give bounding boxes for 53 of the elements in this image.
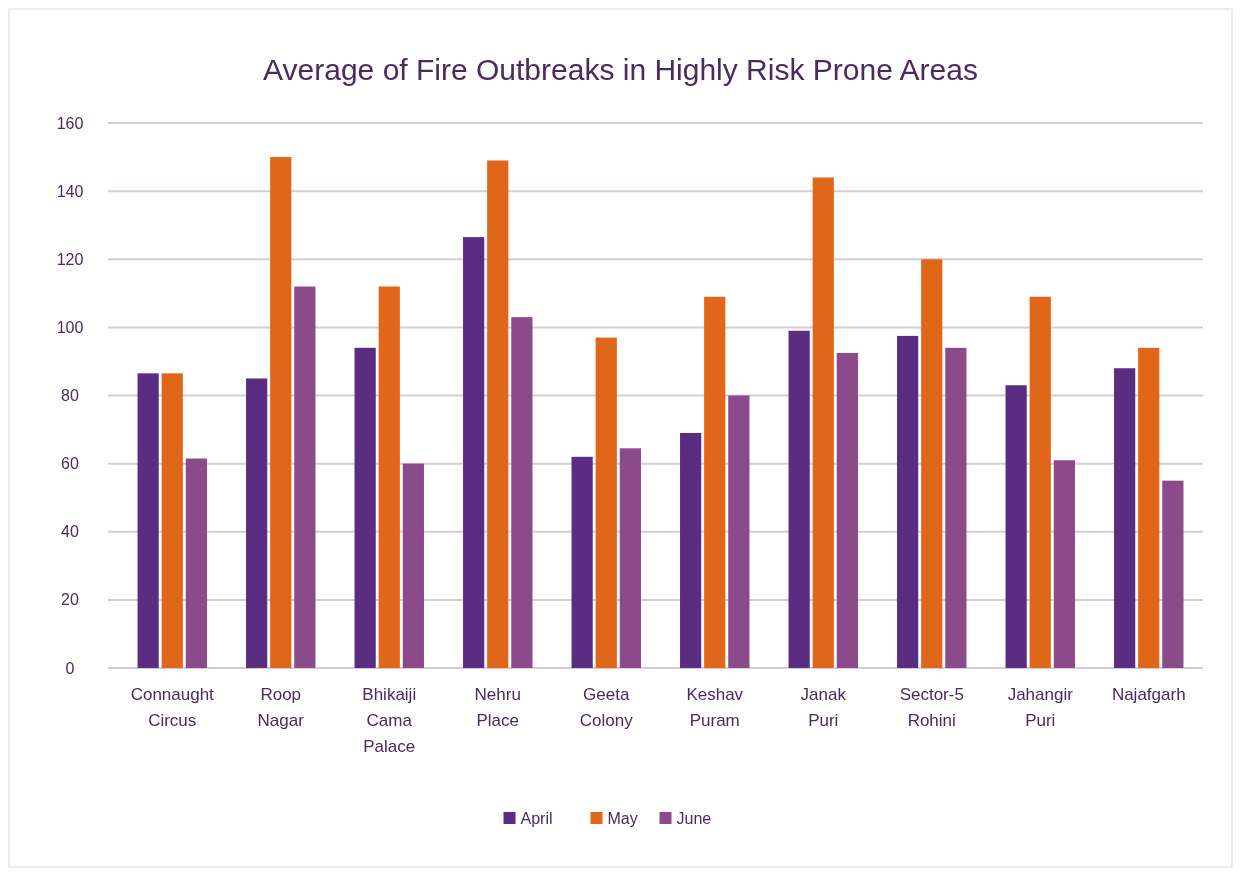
- bar: [1138, 347, 1160, 668]
- bar: [1162, 480, 1184, 668]
- bar: [378, 286, 400, 668]
- x-tick-label: Geeta Colony: [579, 685, 634, 730]
- legend-label: June: [676, 809, 712, 827]
- bar: [836, 352, 858, 668]
- x-tick-label: Nehru Place: [474, 685, 521, 730]
- bar: [728, 395, 750, 668]
- bar: [1114, 368, 1136, 668]
- bar: [511, 317, 533, 668]
- bar: [246, 378, 268, 668]
- x-tick-label: Jahangir Puri: [1007, 685, 1074, 730]
- bar: [137, 373, 159, 668]
- bar: [402, 463, 424, 668]
- y-tick-label: 80: [61, 387, 79, 405]
- bar: [812, 177, 834, 668]
- x-tick-label: Connaught Circus: [130, 685, 215, 730]
- y-tick-label: 160: [56, 114, 84, 132]
- bar: [619, 448, 641, 668]
- x-tick-label: Roop Nagar: [257, 685, 305, 730]
- bar: [1005, 385, 1027, 668]
- x-tick-label: Sector-5 Rohini: [899, 685, 964, 730]
- y-tick-label: 140: [56, 182, 84, 200]
- bar: [1053, 460, 1075, 668]
- bar: [897, 335, 919, 668]
- bar: [354, 347, 376, 668]
- y-tick-label: 60: [61, 455, 79, 473]
- bar: [595, 337, 617, 668]
- y-tick-label: 120: [56, 250, 84, 268]
- x-tick-label: Najafgarh: [1111, 685, 1186, 704]
- bar: [1029, 296, 1051, 668]
- x-tick-label: Janak Puri: [800, 685, 847, 730]
- y-tick-label: 20: [61, 591, 79, 609]
- legend-label: May: [607, 809, 638, 827]
- y-tick-label: 40: [61, 523, 79, 541]
- x-tick-label: Bhikaiji Cama Palace: [362, 685, 417, 756]
- legend-label: April: [520, 809, 553, 827]
- y-tick-label: 0: [65, 659, 75, 677]
- bar: [294, 286, 316, 668]
- bar: [463, 237, 485, 668]
- bar: [487, 160, 509, 668]
- bar: [704, 296, 726, 668]
- bar: [680, 432, 702, 668]
- bar: [945, 347, 967, 668]
- bar: [270, 157, 292, 668]
- y-tick-label: 100: [56, 318, 84, 336]
- chart-title: Average of Fire Outbreaks in Highly Risk Prone Areas: [263, 53, 978, 86]
- bar: [921, 259, 943, 668]
- bar: [185, 458, 207, 668]
- bar: [571, 456, 593, 668]
- x-tick-label: Keshav Puram: [686, 685, 744, 730]
- bar: [161, 373, 183, 668]
- bar: [788, 330, 810, 668]
